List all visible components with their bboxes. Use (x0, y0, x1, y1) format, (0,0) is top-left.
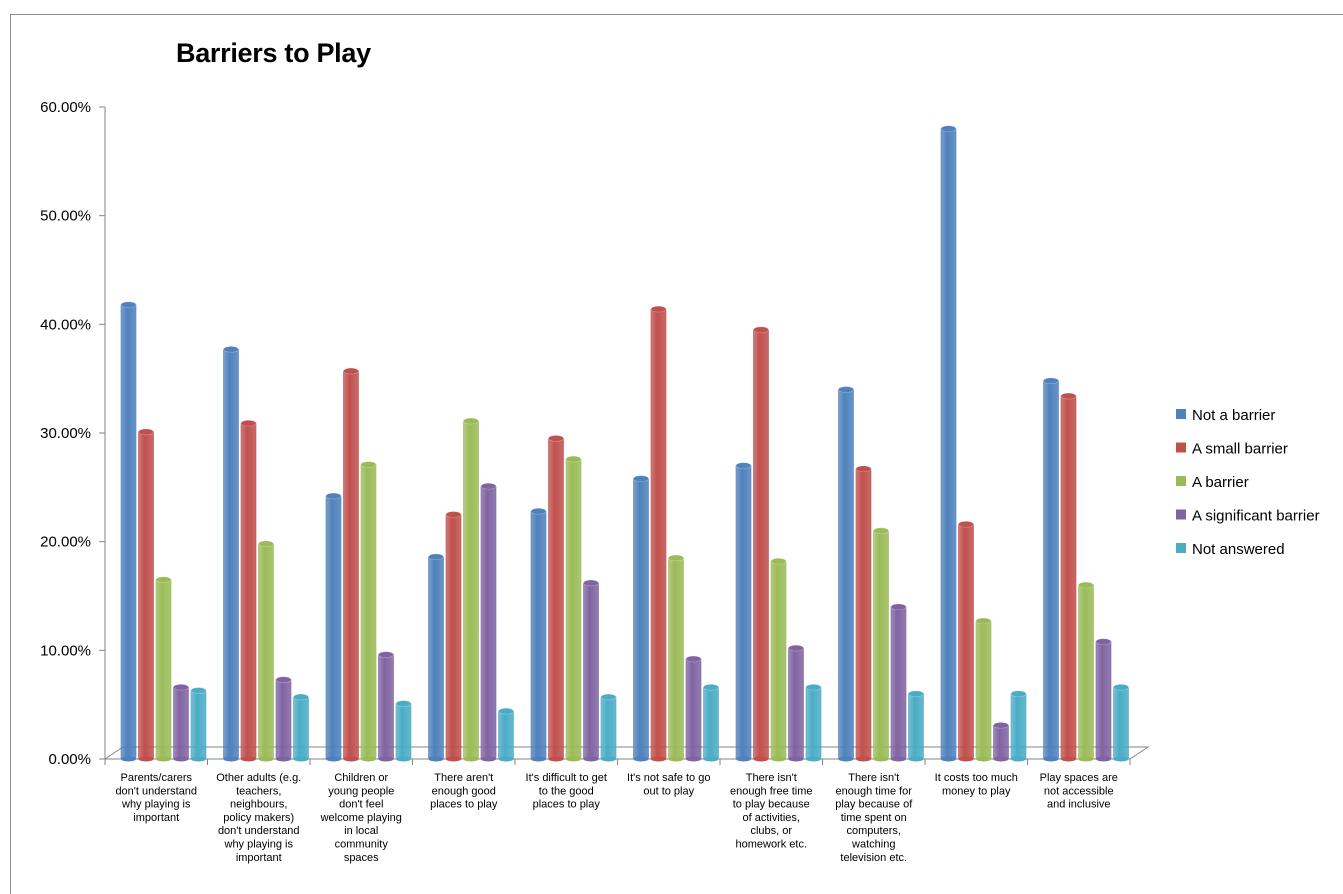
legend-label: Not answered (1192, 541, 1285, 558)
bar (805, 683, 822, 762)
y-tick-label: 10.00% (40, 642, 91, 659)
bar (1095, 638, 1112, 762)
chart-title: Barriers to Play (176, 38, 371, 68)
y-tick-label: 0.00% (48, 751, 91, 768)
bar (735, 462, 752, 762)
legend-label: A small barrier (1192, 441, 1288, 458)
x-tick-label: Parents/carers don't understand why playin… (115, 772, 197, 824)
legend-item: A small barrier (1176, 441, 1288, 458)
bar (583, 579, 599, 762)
legend-swatch (1176, 509, 1186, 520)
bar (940, 125, 957, 762)
x-tick-label: Play spaces are not accessible and inclusi… (1040, 772, 1118, 811)
bar (908, 690, 924, 762)
y-tick-label: 50.00% (40, 208, 91, 225)
bar (378, 651, 394, 762)
legend-item: Not a barrier (1176, 407, 1275, 424)
bar (480, 482, 497, 762)
bar (1060, 392, 1077, 762)
bar (770, 557, 787, 762)
y-tick-label: 60.00% (40, 99, 91, 116)
bar (890, 603, 907, 762)
y-tick-label: 40.00% (40, 316, 91, 333)
bar (360, 461, 377, 762)
bar (293, 693, 309, 762)
bar (530, 507, 547, 762)
bar (155, 576, 172, 762)
bar (633, 475, 649, 762)
legend-item: A barrier (1176, 474, 1249, 491)
legend-swatch (1176, 442, 1186, 453)
bar (445, 511, 462, 762)
bar (325, 492, 342, 762)
legend-item: A significant barrier (1176, 508, 1320, 525)
bar (258, 540, 274, 762)
bar (548, 435, 564, 762)
bar (975, 617, 992, 762)
bar (873, 527, 889, 762)
legend-item: Not answered (1176, 541, 1285, 558)
bar (498, 707, 514, 762)
bar (1113, 683, 1129, 762)
bar (1010, 690, 1027, 762)
bar (463, 417, 479, 762)
bar (650, 305, 667, 762)
bar (120, 301, 137, 762)
y-tick-label: 20.00% (40, 534, 91, 551)
bar (788, 644, 804, 762)
legend-swatch (1176, 543, 1186, 553)
bar (138, 428, 154, 762)
legend-label: A significant barrier (1192, 508, 1320, 525)
bar (395, 700, 412, 762)
bar (753, 326, 769, 762)
x-tick-label: There aren't enough good places to play (430, 772, 498, 811)
bar (565, 455, 582, 762)
bar (668, 554, 684, 762)
bar (190, 687, 207, 762)
legend-label: Not a barrier (1192, 407, 1275, 424)
bar (855, 465, 872, 762)
legend-swatch (1176, 476, 1186, 486)
bar (173, 683, 189, 762)
bar (343, 367, 359, 762)
x-tick-label: It's not safe to go out to play (627, 772, 710, 797)
bar (1043, 377, 1059, 762)
bar (223, 346, 239, 762)
x-tick-label: Other adults (e.g. teachers, neighbours, po… (216, 772, 301, 864)
x-tick-label: It costs too much money to play (935, 772, 1018, 797)
chart-frame (10, 14, 1343, 894)
bar (1078, 581, 1094, 762)
bar (600, 693, 617, 762)
x-tick-label: It's difficult to get to the good places t… (526, 772, 607, 811)
y-tick-label: 30.00% (40, 425, 91, 442)
legend-label: A barrier (1192, 474, 1249, 491)
x-tick-label: Children or young people don't feel welcome… (320, 772, 402, 864)
bar (275, 676, 292, 762)
bar (703, 683, 719, 762)
bar (685, 655, 702, 762)
x-tick-label: There isn't enough time for play because o… (835, 772, 913, 864)
bar (838, 386, 854, 762)
bar (958, 520, 974, 762)
bar (428, 553, 444, 762)
bar (240, 419, 257, 762)
bar (993, 722, 1009, 762)
legend-swatch (1176, 409, 1186, 419)
x-tick-label: There isn't enough free time to play becau… (730, 772, 813, 851)
